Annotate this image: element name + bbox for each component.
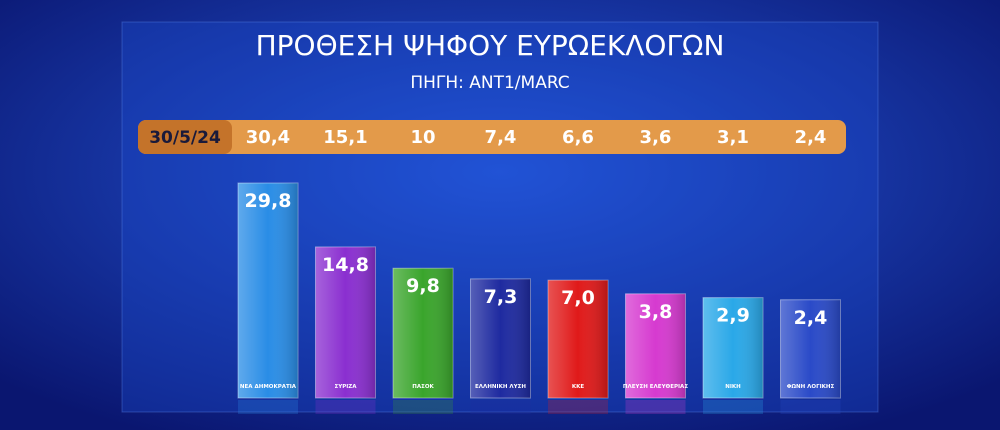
party-label: ΦΩΝΗ ΛΟΓΙΚΗΣ [787,384,835,390]
bar-shine [703,297,763,398]
bar-reflection [703,400,763,414]
value-label: 7,3 [484,286,518,308]
previous-value: 6,6 [562,127,594,148]
previous-date-box [138,120,232,154]
party-label: ΝΕΑ ΔΗΜΟΚΡΑΤΙΑ [240,384,297,390]
party-label: ΠΑΣΟΚ [412,384,434,390]
bar-reflection [625,400,686,414]
previous-value: 3,6 [640,127,672,148]
previous-value: 30,4 [246,127,290,148]
previous-value: 2,4 [795,127,827,148]
chart-subtitle: ΠΗΓΗ: ANT1/MARC [410,73,569,93]
value-label: 7,0 [561,287,595,309]
previous-value: 15,1 [323,127,367,148]
bar-reflection [315,400,376,414]
bar-shine [780,299,841,398]
value-label: 2,4 [794,307,828,329]
value-label: 2,9 [716,305,750,327]
party-label: ΝΙΚΗ [725,384,741,390]
value-label: 29,8 [245,190,292,212]
bar-reflection [548,400,608,414]
previous-value: 7,4 [485,127,517,148]
party-label: ΠΛΕΥΣΗ ΕΛΕΥΘΕΡΙΑΣ [623,384,688,390]
value-label: 9,8 [406,275,440,297]
bar-shine [470,278,531,398]
bar-shine [315,246,376,398]
previous-value: 10 [410,127,435,148]
bar-shine [548,280,608,398]
bar-reflection [238,400,298,414]
party-label: ΣΥΡΙΖΑ [334,384,357,390]
bar-reflection [470,400,531,414]
bar-shine [238,183,298,398]
bar-shine [393,268,453,398]
chart-title: ΠΡΟΘΕΣΗ ΨΗΦΟΥ ΕΥΡΩΕΚΛΟΓΩΝ [256,29,725,62]
bar-reflection [393,400,453,414]
bar-shine [625,293,686,398]
party-label: ΕΛΛΗΝΙΚΗ ΛΥΣΗ [475,384,526,390]
party-label: ΚΚΕ [572,384,585,390]
previous-date: 30/5/24 [149,128,221,148]
previous-value: 3,1 [717,127,749,148]
bar-reflection [780,400,841,414]
value-label: 14,8 [322,254,369,276]
value-label: 3,8 [639,301,673,323]
previous-band [138,120,846,154]
